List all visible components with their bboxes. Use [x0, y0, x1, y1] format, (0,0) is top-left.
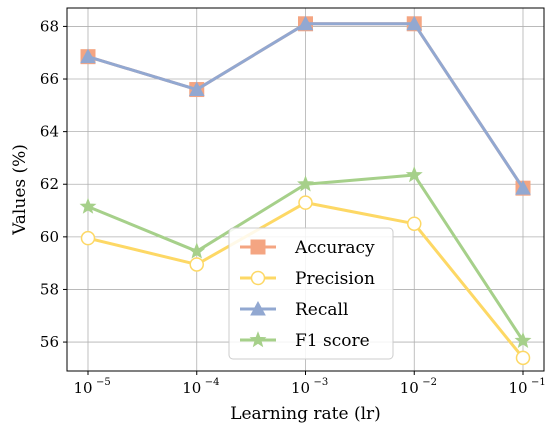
legend-item-accuracy: Accuracy: [240, 238, 375, 258]
series-precision: [80, 195, 531, 366]
series-f1-score: [79, 166, 532, 348]
data-point-precision: [189, 257, 204, 272]
data-point-recall: [188, 81, 205, 97]
x-tick-label: 10: [291, 379, 310, 397]
y-tick-label: 66: [40, 70, 59, 88]
legend-item-precision: Precision: [240, 269, 375, 289]
legend-marker: [250, 300, 266, 316]
x-tick-label-exponent: −2: [422, 377, 437, 388]
y-axis-label: Values (%): [10, 144, 30, 236]
data-point-f1-score: [188, 242, 206, 259]
data-point-precision: [407, 216, 422, 231]
x-tick-label: 10: [508, 379, 527, 397]
data-point-precision: [515, 350, 531, 366]
data-point-f1-score: [79, 197, 97, 214]
legend-marker: [249, 331, 267, 348]
legend-label: F1 score: [295, 331, 370, 351]
x-tick-label: 10: [73, 379, 92, 397]
data-point-recall: [297, 15, 314, 31]
legend-item-recall: Recall: [240, 300, 348, 320]
y-tick-label: 64: [40, 123, 59, 141]
y-tick-label: 56: [40, 333, 59, 351]
data-point-recall: [515, 180, 531, 195]
legend: Accuracy Precision Recall F1 score: [228, 227, 394, 360]
y-tick-label: 58: [40, 280, 59, 298]
data-point-recall: [406, 15, 423, 31]
legend-item-f1-score: F1 score: [240, 331, 370, 351]
series-recall: [80, 15, 531, 195]
x-tick-label: 10: [182, 379, 201, 397]
legend-marker: [250, 270, 266, 286]
x-tick-label-exponent: −1: [531, 377, 546, 388]
y-tick-label: 60: [40, 228, 59, 246]
x-tick-label-exponent: −4: [205, 377, 220, 388]
legend-box: [228, 227, 394, 360]
data-point-precision: [80, 230, 96, 246]
x-axis-label: Learning rate (lr): [230, 404, 381, 424]
legend-label: Accuracy: [294, 238, 375, 258]
data-point-f1-score: [514, 331, 532, 348]
legend-label: Precision: [295, 269, 375, 289]
data-point-f1-score: [405, 166, 423, 183]
series-layer: [79, 15, 532, 366]
x-tick-label-exponent: −3: [314, 377, 329, 388]
y-tick-label: 62: [40, 175, 59, 193]
legend-label: Recall: [295, 300, 348, 320]
data-point-precision: [298, 195, 313, 210]
x-tick-label-exponent: −5: [96, 377, 111, 388]
legend-marker: [250, 239, 266, 255]
data-point-f1-score: [297, 175, 314, 192]
data-point-recall: [80, 48, 96, 64]
x-tick-label: 10: [400, 379, 419, 397]
y-tick-label: 68: [40, 17, 59, 35]
